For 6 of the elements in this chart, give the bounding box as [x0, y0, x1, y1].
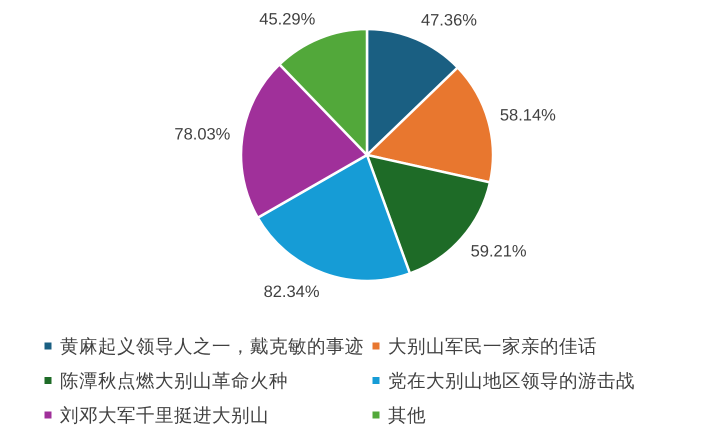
legend-label: 陈潭秋点燃大别山革命火种 — [60, 370, 288, 391]
legend-label: 黄麻起义领导人之一，戴克敏的事迹 — [60, 336, 364, 356]
legend-label: 大别山军民一家亲的佳话 — [388, 336, 597, 356]
legend-label: 刘邓大军千里挺进大别山 — [60, 404, 269, 426]
legend-label: 党在大别山地区领导的游击战 — [388, 370, 635, 391]
legend-label: 其他 — [388, 404, 426, 426]
